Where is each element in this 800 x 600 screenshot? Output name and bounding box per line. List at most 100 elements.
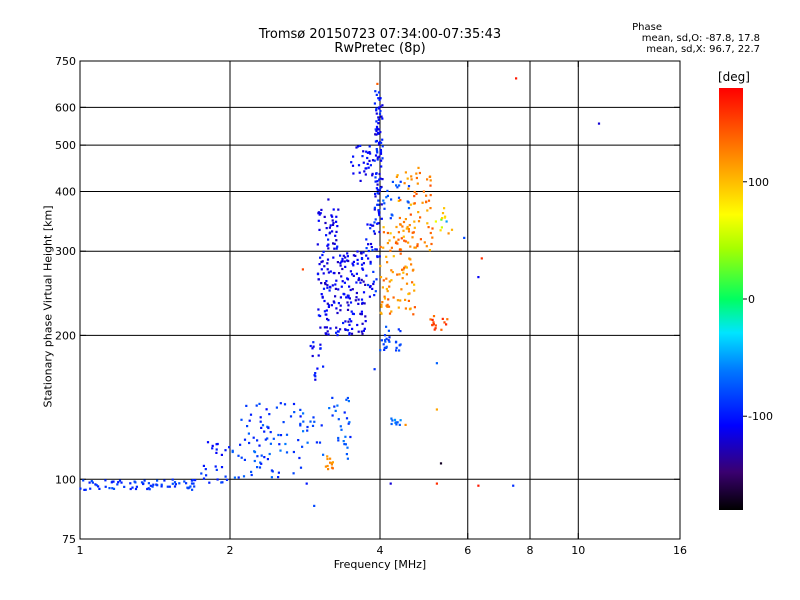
data-point bbox=[367, 166, 370, 169]
data-point bbox=[447, 232, 450, 235]
data-point bbox=[371, 174, 374, 177]
data-point bbox=[326, 262, 329, 265]
data-point bbox=[377, 132, 380, 135]
data-point bbox=[292, 402, 296, 406]
data-point bbox=[330, 214, 333, 217]
data-point bbox=[323, 299, 326, 303]
y-tick-label: 200 bbox=[55, 329, 76, 342]
data-point bbox=[380, 217, 383, 220]
data-point bbox=[332, 221, 335, 225]
data-point bbox=[216, 442, 219, 446]
data-point bbox=[425, 194, 428, 197]
data-point bbox=[374, 128, 377, 131]
data-point bbox=[361, 155, 364, 158]
data-point bbox=[376, 151, 379, 154]
data-point bbox=[597, 122, 601, 125]
data-point bbox=[399, 223, 402, 226]
data-point bbox=[377, 116, 380, 119]
data-point bbox=[385, 325, 388, 328]
data-point bbox=[377, 199, 380, 202]
data-point bbox=[386, 194, 389, 197]
data-point bbox=[375, 149, 379, 152]
data-point bbox=[299, 422, 302, 425]
data-point bbox=[240, 456, 243, 459]
data-point bbox=[301, 445, 304, 448]
data-point bbox=[268, 452, 271, 456]
chart-subtitle: RwPretec (8p) bbox=[334, 41, 426, 56]
data-point bbox=[413, 202, 416, 205]
data-point bbox=[346, 457, 349, 460]
data-point bbox=[118, 479, 122, 482]
x-tick-label: 2 bbox=[227, 544, 234, 557]
data-point bbox=[299, 408, 302, 411]
data-point bbox=[174, 483, 177, 486]
data-point bbox=[404, 265, 407, 268]
data-point bbox=[405, 273, 408, 276]
data-point bbox=[377, 143, 381, 146]
data-point bbox=[337, 436, 340, 440]
data-point bbox=[202, 464, 205, 467]
data-point bbox=[390, 246, 393, 249]
data-point bbox=[431, 227, 434, 230]
data-point bbox=[322, 250, 325, 253]
data-point bbox=[343, 443, 346, 446]
data-point bbox=[216, 478, 219, 481]
data-point bbox=[352, 260, 355, 263]
data-point bbox=[404, 298, 407, 301]
data-point bbox=[331, 219, 334, 222]
data-point bbox=[224, 449, 227, 452]
data-point bbox=[381, 301, 384, 304]
data-point bbox=[375, 112, 378, 115]
y-tick-label: 75 bbox=[62, 533, 76, 546]
data-point bbox=[333, 405, 336, 408]
data-point bbox=[123, 485, 126, 488]
data-point bbox=[393, 418, 397, 421]
data-point bbox=[339, 254, 342, 257]
data-point bbox=[344, 320, 347, 323]
data-point bbox=[377, 97, 380, 100]
data-point bbox=[369, 262, 372, 265]
data-point bbox=[319, 343, 322, 346]
data-point bbox=[397, 199, 400, 202]
data-point bbox=[365, 238, 368, 241]
data-point bbox=[245, 404, 248, 407]
data-point bbox=[134, 487, 138, 491]
data-point bbox=[202, 477, 206, 480]
data-point bbox=[110, 481, 113, 484]
data-point bbox=[249, 413, 253, 416]
data-point bbox=[357, 302, 360, 305]
data-point bbox=[211, 444, 214, 447]
data-point bbox=[351, 288, 354, 291]
data-point bbox=[348, 332, 351, 335]
data-point bbox=[443, 207, 446, 210]
data-point bbox=[325, 309, 328, 312]
data-point bbox=[215, 451, 218, 454]
data-point bbox=[259, 416, 262, 419]
data-point bbox=[363, 302, 366, 305]
data-point bbox=[214, 465, 217, 468]
data-point bbox=[339, 262, 342, 265]
data-point bbox=[327, 271, 330, 274]
data-point bbox=[356, 145, 360, 148]
data-point bbox=[183, 480, 186, 483]
colorbar-ticks: 100 0 -100 bbox=[743, 176, 773, 423]
data-point bbox=[364, 315, 367, 318]
data-point bbox=[364, 320, 367, 323]
data-point bbox=[326, 268, 329, 271]
data-point bbox=[332, 300, 335, 303]
data-point bbox=[432, 321, 435, 324]
data-point bbox=[385, 287, 388, 291]
data-point bbox=[112, 480, 115, 483]
colorbar-tick-label: 100 bbox=[748, 176, 769, 189]
data-point bbox=[400, 288, 403, 291]
data-point bbox=[374, 133, 377, 136]
data-point bbox=[326, 258, 330, 261]
data-point bbox=[369, 152, 372, 155]
data-point bbox=[395, 184, 398, 187]
data-point bbox=[409, 203, 412, 206]
data-point bbox=[319, 326, 322, 329]
data-point bbox=[369, 260, 372, 263]
data-point bbox=[362, 280, 365, 283]
data-point bbox=[402, 229, 405, 232]
